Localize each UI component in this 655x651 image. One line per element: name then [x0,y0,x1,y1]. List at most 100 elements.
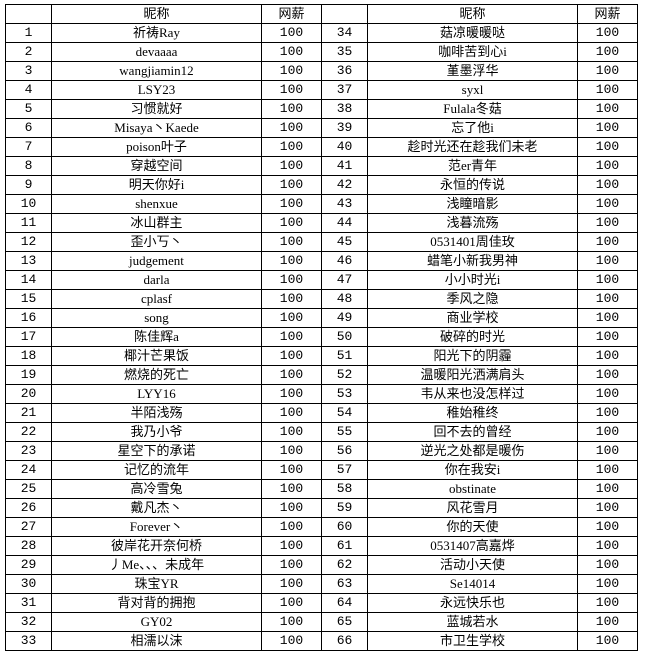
row-index: 15 [5,289,52,309]
row-index: 20 [5,384,52,404]
row-nickname: 燃烧的死亡 [51,365,262,385]
row-salary: 100 [261,460,322,480]
row-nickname: 相濡以沫 [51,631,262,651]
table-row: 23 星空下的承诺 100 [5,441,322,461]
row-nickname: 浅暮流殇 [367,213,578,233]
table-row: 58 obstinate 100 [321,479,638,499]
table-row: 24 记忆的流年 100 [5,460,322,480]
row-nickname: shenxue [51,194,262,214]
row-index: 30 [5,574,52,594]
row-salary: 100 [261,479,322,499]
row-salary: 100 [261,99,322,119]
row-salary: 100 [261,232,322,252]
row-nickname: 高冷雪兔 [51,479,262,499]
row-nickname: 温暖阳光洒满肩头 [367,365,578,385]
table-row: 30 珠宝YR 100 [5,574,322,594]
row-salary: 100 [261,574,322,594]
row-salary: 100 [577,441,638,461]
row-index: 49 [321,308,368,328]
row-nickname: 珠宝YR [51,574,262,594]
table-row: 16 song 100 [5,308,322,328]
row-nickname: 阳光下的阴霾 [367,346,578,366]
row-salary: 100 [577,99,638,119]
row-nickname: 星空下的承诺 [51,441,262,461]
row-index: 60 [321,517,368,537]
row-salary: 100 [577,631,638,651]
table-row: 44 浅暮流殇 100 [321,213,638,233]
row-index: 23 [5,441,52,461]
row-salary: 100 [577,422,638,442]
row-index: 8 [5,156,52,176]
table-row: 8 穿越空间 100 [5,156,322,176]
table-row: 46 蜡笔小新我男神 100 [321,251,638,271]
row-salary: 100 [577,517,638,537]
row-index: 47 [321,270,368,290]
table-right-header: 昵称 网薪 [321,4,638,24]
row-nickname: poison叶子 [51,137,262,157]
header-index-blank [5,4,52,24]
row-salary: 100 [261,80,322,100]
row-nickname: 蓝城若水 [367,612,578,632]
row-nickname: 椰汁芒果饭 [51,346,262,366]
row-salary: 100 [577,346,638,366]
row-nickname: 0531401周佳玫 [367,232,578,252]
header-nickname: 昵称 [51,4,262,24]
row-nickname: 习惯就好 [51,99,262,119]
row-nickname: LSY23 [51,80,262,100]
table-left-half: 昵称 网薪 1 祈祷Ray 100 2 devaaaa 100 3 wangjiamin12 1… [5,4,322,651]
row-salary: 100 [577,555,638,575]
row-salary: 100 [261,251,322,271]
row-salary: 100 [261,403,322,423]
row-index: 51 [321,346,368,366]
row-nickname: cplasf [51,289,262,309]
table-row: 38 Fulala冬菇 100 [321,99,638,119]
table-row: 64 永远快乐也 100 [321,593,638,613]
row-nickname: 商业学校 [367,308,578,328]
row-nickname: obstinate [367,479,578,499]
row-salary: 100 [261,536,322,556]
row-index: 41 [321,156,368,176]
row-index: 1 [5,23,52,43]
row-index: 53 [321,384,368,404]
row-index: 59 [321,498,368,518]
row-index: 27 [5,517,52,537]
row-salary: 100 [261,327,322,347]
row-salary: 100 [577,270,638,290]
table-row: 42 永恒的传说 100 [321,175,638,195]
row-nickname: 陈佳辉a [51,327,262,347]
table-row: 1 祈祷Ray 100 [5,23,322,43]
row-nickname: 市卫生学校 [367,631,578,651]
row-index: 28 [5,536,52,556]
row-index: 12 [5,232,52,252]
table-row: 56 逆光之处都是暖伤 100 [321,441,638,461]
row-nickname: 季风之隐 [367,289,578,309]
row-index: 48 [321,289,368,309]
row-salary: 100 [577,61,638,81]
row-salary: 100 [577,137,638,157]
row-nickname: song [51,308,262,328]
table-row: 27 Forever丶 100 [5,517,322,537]
table-row: 19 燃烧的死亡 100 [5,365,322,385]
row-index: 40 [321,137,368,157]
row-nickname: Forever丶 [51,517,262,537]
row-nickname: 活动小天使 [367,555,578,575]
table-row: 6 Misaya丶Kaede 100 [5,118,322,138]
table-row: 13 judgement 100 [5,251,322,271]
row-index: 42 [321,175,368,195]
row-index: 54 [321,403,368,423]
table-row: 49 商业学校 100 [321,308,638,328]
row-index: 36 [321,61,368,81]
row-salary: 100 [577,403,638,423]
row-salary: 100 [577,384,638,404]
row-salary: 100 [261,175,322,195]
row-nickname: 风花雪月 [367,498,578,518]
row-salary: 100 [261,118,322,138]
header-salary: 网薪 [261,4,322,24]
row-nickname: 明天你好i [51,175,262,195]
row-index: 4 [5,80,52,100]
row-nickname: 彼岸花开奈何桥 [51,536,262,556]
row-nickname: 韦从来也没怎样过 [367,384,578,404]
row-salary: 100 [261,422,322,442]
table-row: 34 菇凉暖暖哒 100 [321,23,638,43]
document-page: 昵称 网薪 1 祈祷Ray 100 2 devaaaa 100 3 wangjiamin12 1… [5,4,638,651]
